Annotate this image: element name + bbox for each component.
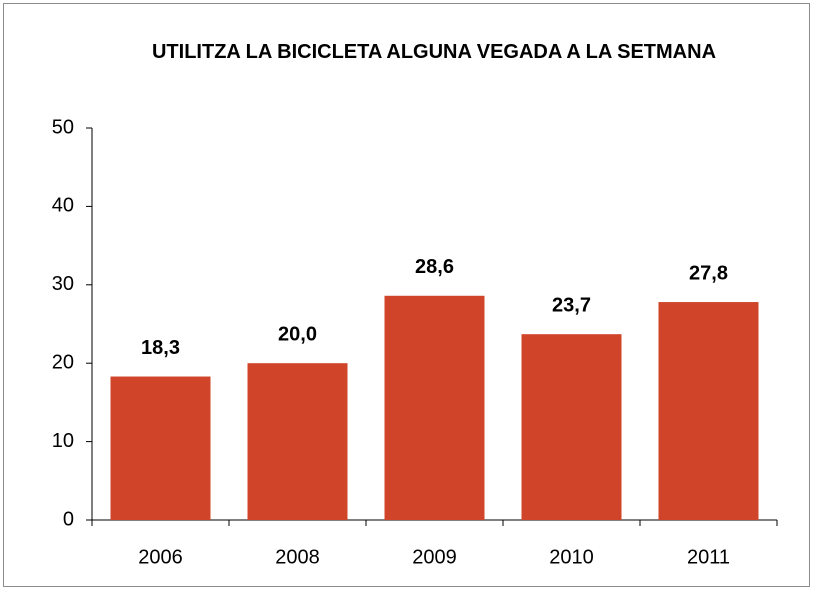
value-label: 18,3 (141, 337, 180, 359)
x-tick-label: 2010 (549, 546, 594, 568)
y-tick-label: 40 (52, 195, 74, 217)
x-tick-label: 2009 (412, 546, 457, 568)
bar (521, 334, 622, 520)
chart-title: UTILITZA LA BICICLETA ALGUNA VEGADA A LA… (151, 41, 717, 63)
x-tick-label: 2011 (687, 546, 730, 568)
y-tick-label: 30 (52, 273, 74, 295)
value-label: 23,7 (552, 294, 591, 316)
y-tick-label: 0 (63, 508, 74, 530)
value-label: 27,8 (689, 262, 728, 284)
bar (658, 302, 759, 520)
y-tick-label: 20 (52, 351, 74, 373)
y-tick-label: 10 (52, 430, 74, 452)
value-label: 20,0 (278, 323, 317, 345)
chart-frame (3, 3, 810, 587)
bar (110, 376, 211, 520)
y-tick-label: 50 (52, 116, 74, 138)
x-tick-label: 2008 (275, 546, 320, 568)
bar (384, 295, 485, 520)
bar (247, 363, 348, 520)
value-label: 28,6 (415, 256, 454, 278)
x-tick-label: 2006 (138, 546, 183, 568)
